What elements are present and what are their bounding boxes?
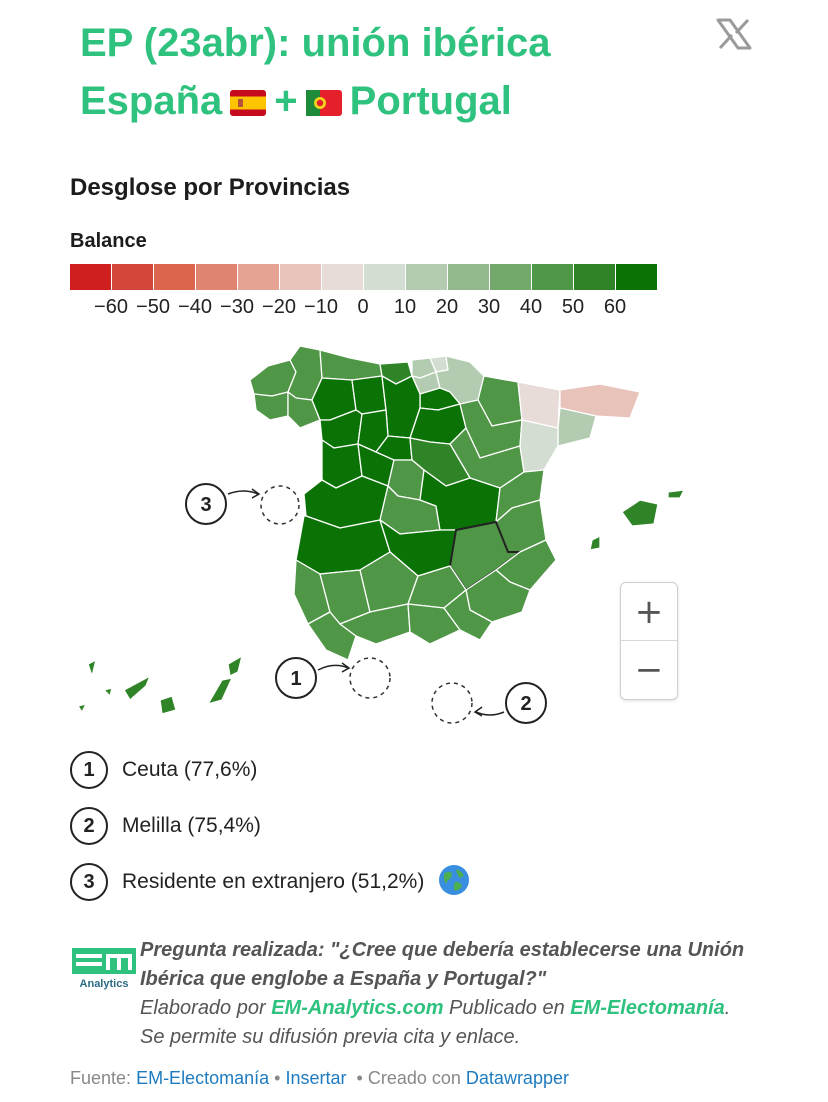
province-tarragona bbox=[519, 419, 559, 473]
datawrapper-link[interactable]: Datawrapper bbox=[465, 1068, 569, 1088]
legend-swatch bbox=[70, 264, 111, 290]
legend-ticks: −60 −50 −40 −30 −20 −10 0 10 20 30 40 50 60 bbox=[70, 296, 670, 320]
note-number: 2 bbox=[70, 807, 108, 845]
note-text: Residente en extranjero (51,2%) bbox=[122, 870, 425, 893]
em-analytics-logo: Analytics bbox=[72, 946, 136, 990]
legend-tick-label: 20 bbox=[435, 296, 459, 318]
marker-melilla[interactable]: 2 bbox=[431, 682, 547, 724]
province-canarias-hierro bbox=[77, 703, 87, 713]
separator: • bbox=[356, 1068, 363, 1088]
marker-3-label: 3 bbox=[200, 494, 211, 516]
province-asturias bbox=[319, 349, 383, 381]
legend-swatch bbox=[238, 264, 279, 290]
marker-2-label: 2 bbox=[520, 693, 531, 715]
province-barcelona bbox=[557, 407, 597, 447]
title-portugal: Portugal bbox=[349, 79, 512, 123]
note-residente: 3 Residente en extranjero (51,2%) bbox=[70, 854, 470, 910]
legend-swatch bbox=[490, 264, 531, 290]
province-baleares-mallorca bbox=[621, 499, 659, 527]
publicado-prefix: Publicado en bbox=[449, 997, 565, 1019]
legend-title: Balance bbox=[70, 230, 147, 252]
creado-label: Creado con bbox=[367, 1068, 461, 1088]
note-text: Melilla (75,4%) bbox=[122, 814, 261, 837]
source-line: Fuente: EM-Electomanía • Insertar • Crea… bbox=[70, 1068, 569, 1089]
province-granada bbox=[407, 603, 461, 645]
title-line-1: EP (23abr): unión ibérica bbox=[80, 21, 551, 65]
legend-color-scale bbox=[70, 264, 658, 290]
province-pontevedra bbox=[253, 391, 289, 421]
elaborado-prefix: Elaborado por bbox=[140, 997, 266, 1019]
title-line-2: España + Portugal bbox=[80, 72, 700, 132]
zoom-controls: + − bbox=[620, 582, 678, 700]
province-almeria bbox=[443, 589, 493, 641]
portugal-flag-icon bbox=[305, 74, 342, 132]
credits-line: Elaborado por EM-Analytics.com Publicado… bbox=[70, 994, 750, 1052]
province-canarias-fuerteventura bbox=[207, 677, 233, 705]
legend-tick-label: 50 bbox=[561, 296, 585, 318]
province-canarias-lanzarote bbox=[227, 655, 243, 677]
note-number: 3 bbox=[70, 863, 108, 901]
legend-swatch bbox=[574, 264, 615, 290]
em-electomania-link[interactable]: EM-Electomanía bbox=[570, 997, 725, 1019]
title-spain: España bbox=[80, 79, 223, 123]
note-number: 1 bbox=[70, 751, 108, 789]
globe-icon bbox=[438, 864, 470, 901]
marker-1-label: 1 bbox=[290, 668, 301, 690]
province-palencia bbox=[351, 375, 387, 415]
legend-tick-label: −50 bbox=[136, 296, 170, 318]
legend-tick-label: 40 bbox=[519, 296, 543, 318]
page-title: EP (23abr): unión ibérica España + Portuga… bbox=[80, 14, 700, 132]
legend-tick-label: −30 bbox=[220, 296, 254, 318]
legend-tick-label: 60 bbox=[603, 296, 627, 318]
fuente-link[interactable]: EM-Electomanía bbox=[136, 1068, 270, 1088]
marker-ceuta[interactable]: 1 bbox=[275, 657, 391, 699]
legend-swatch bbox=[196, 264, 237, 290]
legend-tick-label: 10 bbox=[393, 296, 417, 318]
zoom-in-button[interactable]: + bbox=[621, 583, 677, 641]
insertar-link[interactable]: Insertar bbox=[285, 1068, 347, 1088]
legend-tick-label: −10 bbox=[304, 296, 338, 318]
note-melilla: 2 Melilla (75,4%) bbox=[70, 798, 470, 854]
spain-flag-icon bbox=[230, 74, 267, 132]
x-logo-icon[interactable] bbox=[714, 14, 754, 54]
fuente-label: Fuente: bbox=[70, 1068, 132, 1088]
province-canarias-gomera bbox=[103, 687, 113, 697]
legend-swatch bbox=[616, 264, 657, 290]
legend-tick-label: 30 bbox=[477, 296, 501, 318]
title-plus: + bbox=[274, 79, 298, 123]
legend-swatch bbox=[406, 264, 447, 290]
legend-tick-label: −60 bbox=[94, 296, 128, 318]
separator: • bbox=[274, 1068, 281, 1088]
province-baleares-ibiza bbox=[589, 535, 601, 551]
legend-swatch bbox=[280, 264, 321, 290]
survey-question: Pregunta realizada: "¿Cree que debería e… bbox=[140, 939, 745, 990]
legend-swatch bbox=[322, 264, 363, 290]
footer-description: Pregunta realizada: "¿Cree que debería e… bbox=[70, 936, 750, 1052]
province-canarias-la-palma bbox=[87, 659, 97, 677]
province-canarias-gran-canaria bbox=[159, 695, 177, 715]
marker-residente-extranjero[interactable]: 3 bbox=[185, 483, 300, 525]
spain-provinces-map[interactable]: 3 1 2 bbox=[0, 330, 828, 730]
note-ceuta: 1 Ceuta (77,6%) bbox=[70, 742, 470, 798]
em-analytics-link[interactable]: EM-Analytics.com bbox=[271, 997, 444, 1019]
legend-tick-label: −40 bbox=[178, 296, 212, 318]
legend-tick-label: 0 bbox=[357, 296, 369, 318]
legend-swatch bbox=[532, 264, 573, 290]
zoom-out-button[interactable]: − bbox=[634, 649, 664, 690]
legend-swatch bbox=[364, 264, 405, 290]
legend-tick-label: −20 bbox=[262, 296, 296, 318]
legend-swatch bbox=[448, 264, 489, 290]
logo-analytics-text: Analytics bbox=[80, 978, 129, 990]
permission-text: . Se permite su difusión previa cita y e… bbox=[140, 997, 731, 1048]
province-canarias-tenerife bbox=[123, 675, 151, 701]
legend-swatch bbox=[154, 264, 195, 290]
province-baleares-menorca bbox=[667, 489, 685, 499]
marker-notes: 1 Ceuta (77,6%) 2 Melilla (75,4%) 3 Resi… bbox=[70, 742, 470, 910]
note-text: Ceuta (77,6%) bbox=[122, 758, 258, 781]
map-subtitle: Desglose por Provincias bbox=[70, 174, 351, 201]
legend-swatch bbox=[112, 264, 153, 290]
